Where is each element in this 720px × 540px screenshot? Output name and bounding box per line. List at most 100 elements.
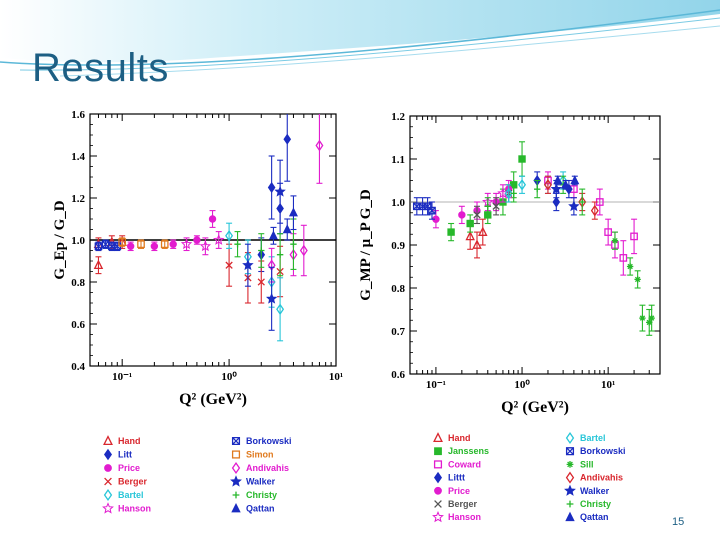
y-tick-label: 1.6 — [71, 109, 85, 121]
legend-item-walker: Walker — [564, 484, 610, 496]
data-point — [267, 181, 276, 194]
y-tick-label: 0.6 — [71, 319, 85, 331]
y-tick-label: 1.4 — [71, 151, 85, 163]
legend-marker — [434, 500, 442, 508]
data-point — [276, 303, 285, 316]
y-tick-label: 0.8 — [391, 283, 405, 295]
legend-item-bartel: Bartel — [565, 431, 606, 445]
data-point — [626, 263, 634, 270]
legend-item-berger: Berger — [104, 477, 148, 487]
legend-marker — [231, 436, 241, 446]
legend-marker — [565, 511, 575, 522]
data-layer — [412, 141, 655, 336]
data-point — [466, 219, 474, 228]
legend-marker — [102, 502, 114, 514]
data-point — [447, 228, 455, 236]
data-point — [282, 224, 292, 234]
legend-marker — [434, 447, 442, 456]
data-point — [428, 206, 436, 215]
magnetic-form-factor-chart-panel: 0.6 0.7 0.8 0.9 1.0 1.1 1.2 10⁻¹ 10⁰ 10¹ Q² (GeV²)… — [352, 98, 670, 526]
legend-item-qattan: Qattan — [231, 502, 275, 514]
data-point — [553, 175, 563, 185]
legend-marker — [231, 461, 241, 475]
x-tick-label: 10⁻¹ — [426, 379, 446, 391]
data-point — [504, 187, 513, 200]
data-point — [234, 241, 241, 248]
legend-item-janssens: Janssens — [434, 446, 489, 456]
series-hanson — [180, 231, 225, 256]
series-sill — [611, 231, 655, 336]
data-point — [283, 133, 292, 145]
data-point — [180, 238, 193, 250]
series-borkowski — [94, 239, 122, 252]
data-point — [590, 204, 599, 217]
legend-marker — [232, 491, 240, 499]
legend-marker — [566, 500, 574, 508]
legend-item-bartel: Bartel — [103, 488, 144, 502]
data-point — [137, 240, 145, 249]
data-point — [258, 247, 265, 254]
x-tick-label: 10¹ — [329, 371, 343, 383]
x-tick-label: 10⁰ — [221, 371, 237, 383]
legend-marker — [565, 431, 575, 445]
data-point — [568, 200, 580, 212]
magnetic-form-factor-chart: 0.6 0.7 0.8 0.9 1.0 1.1 1.2 10⁻¹ 10⁰ 10¹ Q² (GeV²)… — [358, 111, 661, 523]
legend-marker — [434, 486, 442, 495]
decorative-banner — [0, 0, 720, 77]
data-point — [518, 155, 526, 163]
y-tick-label: 1.0 — [391, 197, 405, 209]
legend-marker — [565, 471, 575, 484]
legend-marker — [565, 447, 575, 456]
legend-label: Price — [118, 463, 140, 473]
legend-label: Hanson — [118, 504, 151, 514]
data-point — [242, 259, 254, 271]
data-point — [93, 259, 104, 270]
data-layer — [93, 114, 324, 342]
legend-marker — [433, 471, 443, 484]
legend-item-christy: Christy — [232, 490, 277, 500]
legend-label: Simon — [246, 450, 274, 460]
legend-label: Coward — [448, 459, 481, 469]
legend-label: Andivahis — [246, 463, 289, 473]
y-tick-label: 0.9 — [391, 240, 405, 252]
data-point — [193, 236, 201, 244]
electric-form-factor-chart: 0.4 0.6 0.8 1.0 1.2 1.4 1.6 10⁻¹ 10⁰ 10¹ Q² (GeV²)… — [52, 109, 343, 514]
legend-label: Walker — [246, 477, 276, 487]
data-point — [458, 211, 466, 219]
legend-label: Christy — [580, 499, 611, 509]
legend-marker — [231, 450, 241, 459]
x-axis-label: Q² (GeV²) — [179, 391, 247, 408]
plot-frame — [409, 115, 661, 375]
legend-label: Bartel — [118, 490, 144, 500]
data-point — [639, 314, 646, 322]
legend-item-borkowski: Borkowski — [231, 436, 292, 446]
legend-label: Hanson — [448, 512, 481, 522]
data-point — [199, 240, 212, 252]
data-point — [208, 215, 217, 223]
legend-label: Christy — [246, 490, 277, 500]
data-point — [268, 230, 278, 240]
data-point — [473, 211, 481, 219]
data-point — [465, 230, 475, 241]
legend: Hand Litt Price Berger Bartel Hanson Borkowski… — [102, 435, 292, 514]
legend-label: Hand — [448, 433, 471, 443]
electric-form-factor-chart-panel: 0.4 0.6 0.8 1.0 1.2 1.4 1.6 10⁻¹ 10⁰ 10¹ Q² (GeV²)… — [50, 98, 346, 526]
legend-label: Hand — [118, 436, 141, 446]
data-point — [579, 198, 586, 206]
data-point — [290, 241, 297, 248]
legend-label: Price — [448, 486, 470, 496]
legend-item-christy: Christy — [566, 499, 611, 509]
x-tick-label: 10¹ — [601, 379, 615, 391]
legend-item-hand: Hand — [103, 435, 141, 446]
data-point — [492, 202, 500, 210]
legend-label: Qattan — [580, 512, 609, 522]
legend-label: Berger — [118, 477, 148, 487]
legend-label: Bartel — [580, 433, 606, 443]
y-axis-label: G_MP / μ_P G_D — [358, 189, 374, 301]
y-tick-label: 0.7 — [391, 326, 405, 338]
y-tick-label: 0.4 — [71, 361, 85, 373]
data-point — [315, 139, 324, 152]
legend-item-berger: Berger — [434, 499, 478, 509]
data-point — [94, 242, 103, 251]
legend-label: Sill — [580, 459, 594, 469]
